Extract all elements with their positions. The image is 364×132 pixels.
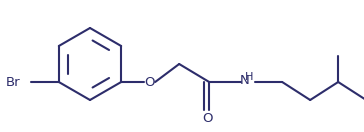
Text: Br: Br — [6, 76, 21, 88]
Text: N: N — [239, 74, 249, 86]
Text: O: O — [202, 112, 213, 126]
Text: O: O — [144, 76, 154, 88]
Text: H: H — [245, 72, 253, 82]
